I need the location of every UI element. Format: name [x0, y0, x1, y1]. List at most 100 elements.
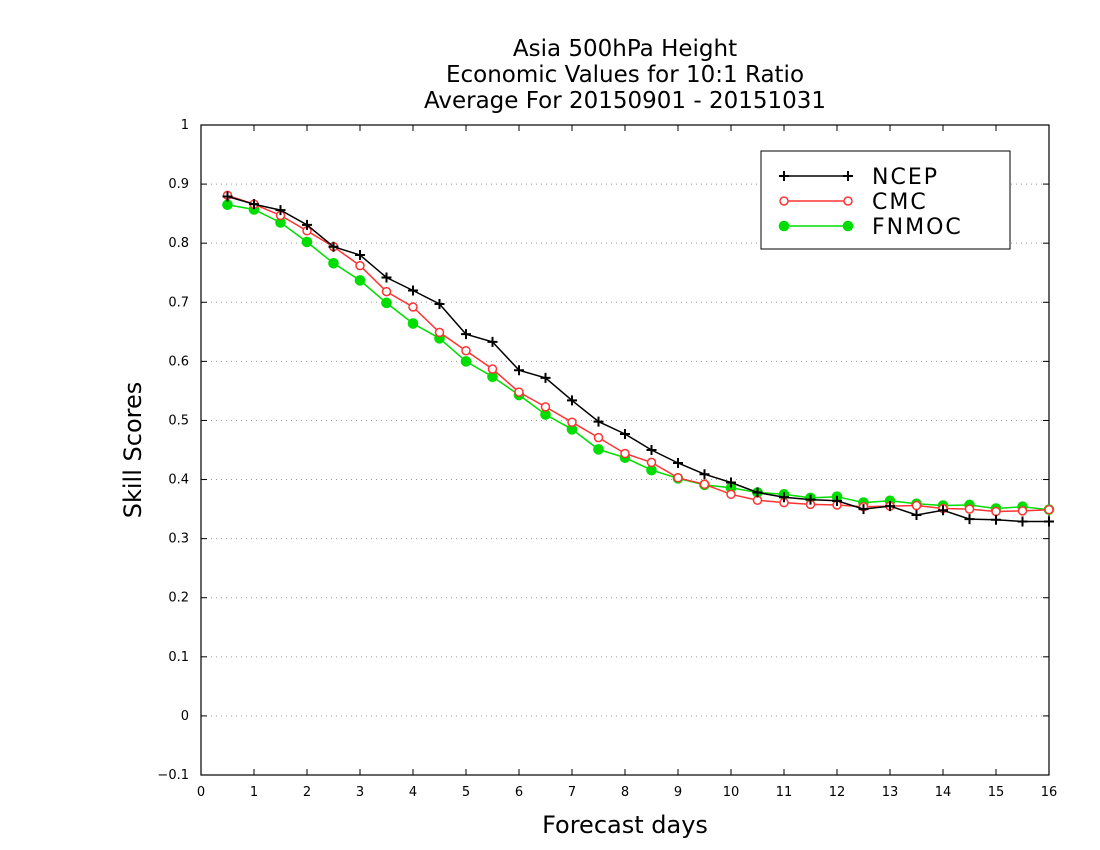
- x-tick-label: 16: [1041, 785, 1058, 800]
- x-tick-label: 10: [723, 785, 740, 800]
- data-point-ncep: [328, 241, 339, 252]
- data-point-ncep: [1044, 516, 1054, 527]
- x-tick-label: 12: [829, 785, 846, 800]
- data-point-cmc: [673, 473, 683, 483]
- data-point-fnmoc: [301, 236, 313, 248]
- axes: −0.100.10.20.30.40.50.60.70.80.910 1 2 3 4 5 6…: [157, 118, 1057, 800]
- y-tick-label: 0.2: [168, 591, 189, 606]
- x-tick-label: 5: [462, 785, 470, 800]
- data-point-cmc: [540, 402, 551, 412]
- data-point-ncep: [1017, 516, 1028, 527]
- data-point-fnmoc: [407, 318, 419, 329]
- data-point-ncep: [858, 504, 869, 515]
- data-point-ncep: [620, 429, 630, 440]
- legend-marker-cmc: [843, 196, 853, 206]
- data-point-fnmoc: [593, 444, 604, 455]
- data-point-cmc: [593, 432, 604, 443]
- x-tick-label: 3: [356, 785, 364, 800]
- legend-marker-ncep: [843, 171, 853, 181]
- y-tick-label: 0.3: [168, 532, 189, 547]
- data-point-ncep: [991, 514, 1001, 525]
- legend-label-fnmoc: FNMOC: [872, 215, 963, 240]
- data-point-cmc: [381, 286, 392, 297]
- data-point-ncep: [567, 395, 577, 406]
- data-point-fnmoc: [328, 257, 339, 269]
- data-point-cmc: [408, 302, 418, 312]
- data-point-ncep: [408, 285, 418, 296]
- data-point-ncep: [355, 250, 365, 260]
- data-point-ncep: [726, 477, 736, 488]
- data-point-cmc: [1044, 504, 1054, 515]
- data-point-ncep: [381, 272, 392, 283]
- y-axis-label: Skill Scores: [119, 382, 147, 519]
- data-point-ncep: [222, 191, 233, 202]
- y-tick-label: 0.6: [168, 354, 189, 369]
- x-tick-label: 2: [303, 785, 311, 800]
- x-tick-label: 1: [250, 785, 258, 800]
- chart-title-line-1: Asia 500hPa Height: [512, 36, 738, 62]
- data-point-fnmoc: [381, 297, 392, 309]
- data-point-ncep: [646, 445, 657, 455]
- x-tick-label: 9: [674, 785, 682, 800]
- legend-marker-fnmoc: [842, 220, 854, 232]
- data-point-ncep: [779, 492, 789, 503]
- data-point-cmc: [434, 327, 445, 338]
- data-point-ncep: [805, 494, 816, 505]
- data-point-ncep: [832, 495, 842, 506]
- legend-box: [760, 150, 1011, 250]
- data-point-cmc: [991, 506, 1001, 517]
- y-tick-label: 0.7: [168, 295, 189, 310]
- data-point-cmc: [964, 504, 975, 514]
- x-axis-label: Forecast days: [542, 811, 708, 839]
- data-point-ncep: [911, 510, 922, 520]
- data-point-ncep: [964, 514, 975, 525]
- data-point-ncep: [938, 505, 948, 516]
- data-point-cmc: [487, 364, 498, 374]
- data-point-fnmoc: [460, 356, 472, 367]
- data-point-cmc: [646, 457, 657, 468]
- y-tick-label: 0.1: [168, 650, 189, 665]
- data-point-cmc: [726, 489, 736, 500]
- data-point-ncep: [593, 416, 604, 427]
- data-point-cmc: [1017, 506, 1028, 516]
- legend-marker-fnmoc: [778, 220, 790, 232]
- data-point-cmc: [620, 448, 630, 459]
- data-point-ncep: [673, 458, 683, 468]
- x-tick-label: 8: [621, 785, 629, 800]
- data-point-cmc: [355, 260, 365, 271]
- y-tick-label: −0.1: [157, 768, 189, 783]
- x-tick-label: 11: [776, 785, 793, 800]
- y-tick-label: 0: [181, 709, 189, 724]
- data-point-cmc: [911, 500, 922, 511]
- data-point-ncep: [699, 469, 710, 480]
- series-line-fnmoc: [227, 204, 1050, 511]
- x-tick-label: 13: [882, 785, 899, 800]
- data-point-cmc: [699, 479, 710, 490]
- data-point-cmc: [461, 345, 471, 356]
- legend-label-cmc: CMC: [872, 190, 928, 215]
- data-point-ncep: [885, 501, 895, 512]
- y-tick-label: 1: [181, 118, 189, 133]
- data-point-ncep: [461, 329, 471, 340]
- x-tick-label: 4: [409, 785, 417, 800]
- x-tick-label: 6: [515, 785, 523, 800]
- chart-title-line-3: Average For 20150901 - 20151031: [423, 88, 827, 114]
- legend-label-ncep: NCEP: [872, 165, 939, 190]
- data-point-ncep: [752, 487, 763, 498]
- data-point-cmc: [567, 417, 577, 427]
- x-tick-label: 7: [568, 785, 576, 800]
- data-point-ncep: [249, 199, 259, 210]
- x-tick-label: 15: [988, 785, 1005, 800]
- data-point-cmc: [514, 387, 524, 397]
- data-point-ncep: [275, 205, 286, 216]
- legend-marker-cmc: [779, 196, 789, 206]
- x-tick-label: 14: [935, 785, 952, 800]
- data-point-ncep: [302, 219, 312, 230]
- data-point-ncep: [514, 365, 524, 376]
- y-tick-label: 0.5: [168, 413, 189, 428]
- data-point-ncep: [487, 336, 498, 347]
- series-group: [222, 190, 1055, 527]
